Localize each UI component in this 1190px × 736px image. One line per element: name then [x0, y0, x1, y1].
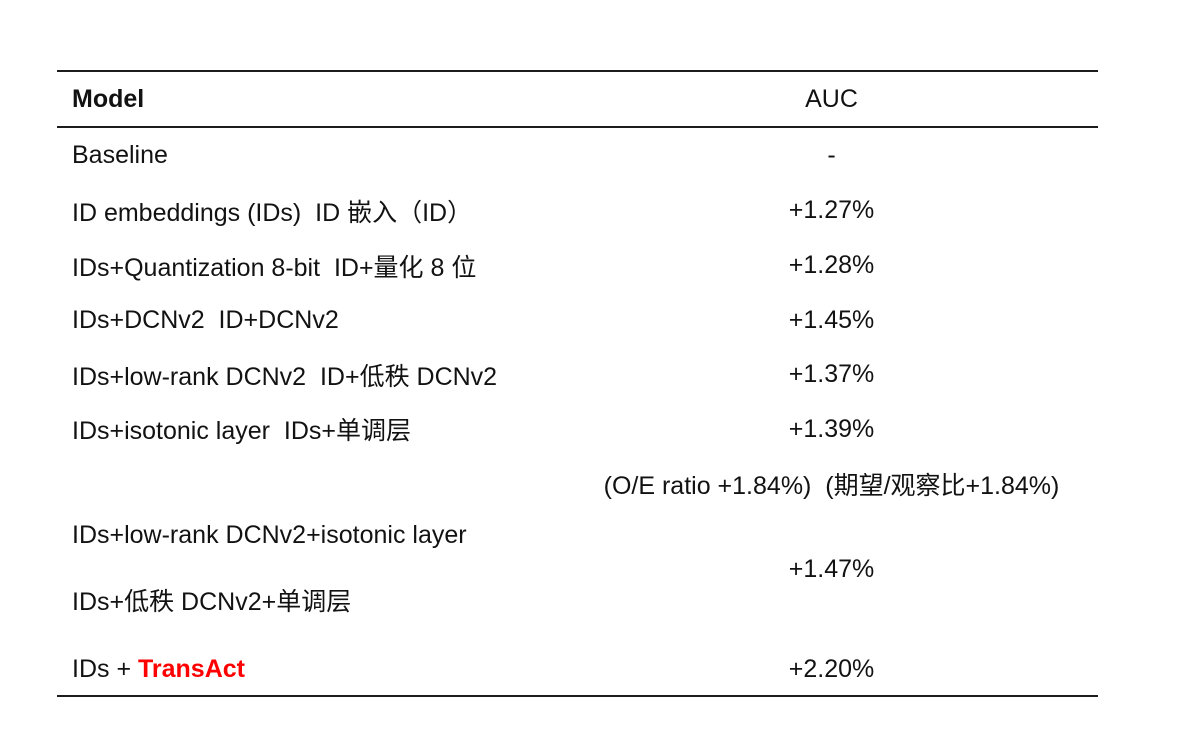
table-row-baseline: Baseline -	[57, 128, 1098, 183]
auc-cell: +1.27%	[788, 196, 875, 224]
results-table: Model AUC Baseline - ID embeddings (IDs)…	[57, 70, 1098, 697]
model-cell: IDs+isotonic layer IDs+单调层	[72, 417, 411, 445]
model-cell: ID embeddings (IDs) ID 嵌入（ID）	[72, 198, 473, 227]
model-cell: IDs + TransAct	[57, 655, 565, 684]
auc-cell: +1.37%	[788, 360, 875, 388]
table-row-id-embeddings: ID embeddings (IDs) ID 嵌入（ID） +1.27%	[57, 183, 1098, 238]
auc-cell: -	[827, 141, 836, 169]
model-cell: IDs+Quantization 8-bit ID+量化 8 位	[72, 253, 477, 282]
column-header-model: Model	[72, 84, 145, 113]
table-header-row: Model AUC	[57, 72, 1098, 128]
model-line-chinese: IDs+低秩 DCNv2+单调层	[72, 587, 352, 616]
model-cell: Baseline	[72, 141, 168, 169]
auc-cell: +1.28%	[788, 251, 875, 279]
model-line-english: IDs+low-rank DCNv2+isotonic layer	[72, 520, 467, 549]
auc-cell: +1.47%	[788, 554, 875, 583]
model-cell: IDs+low-rank DCNv2+isotonic layer IDs+低秩…	[57, 521, 565, 618]
model-cell: IDs+DCNv2 ID+DCNv2	[72, 305, 339, 334]
model-cell: IDs+low-rank DCNv2 ID+低秩 DCNv2	[72, 362, 498, 391]
model-prefix: IDs +	[72, 654, 138, 683]
table-row-isotonic-layer: IDs+isotonic layer IDs+单调层 +1.39%	[57, 402, 1098, 456]
table-row-transact: IDs + TransAct +2.20%	[57, 626, 1098, 695]
table-row-low-rank-dcnv2: IDs+low-rank DCNv2 ID+低秩 DCNv2 +1.37%	[57, 347, 1098, 402]
auc-cell: +2.20%	[788, 654, 875, 683]
oe-ratio-note: (O/E ratio +1.84%) (期望/观察比+1.84%)	[603, 472, 1060, 500]
table-row-oe-ratio-note: (O/E ratio +1.84%) (期望/观察比+1.84%)	[57, 456, 1098, 512]
auc-cell: +1.45%	[788, 305, 875, 334]
column-header-auc: AUC	[805, 84, 858, 113]
table-row-dcnv2: IDs+DCNv2 ID+DCNv2 +1.45%	[57, 293, 1098, 347]
transact-highlight: TransAct	[138, 654, 245, 683]
table-row-quantization: IDs+Quantization 8-bit ID+量化 8 位 +1.28%	[57, 238, 1098, 293]
table-row-low-rank-isotonic-combo: IDs+low-rank DCNv2+isotonic layer IDs+低秩…	[57, 512, 1098, 626]
auc-cell: +1.39%	[788, 414, 875, 443]
